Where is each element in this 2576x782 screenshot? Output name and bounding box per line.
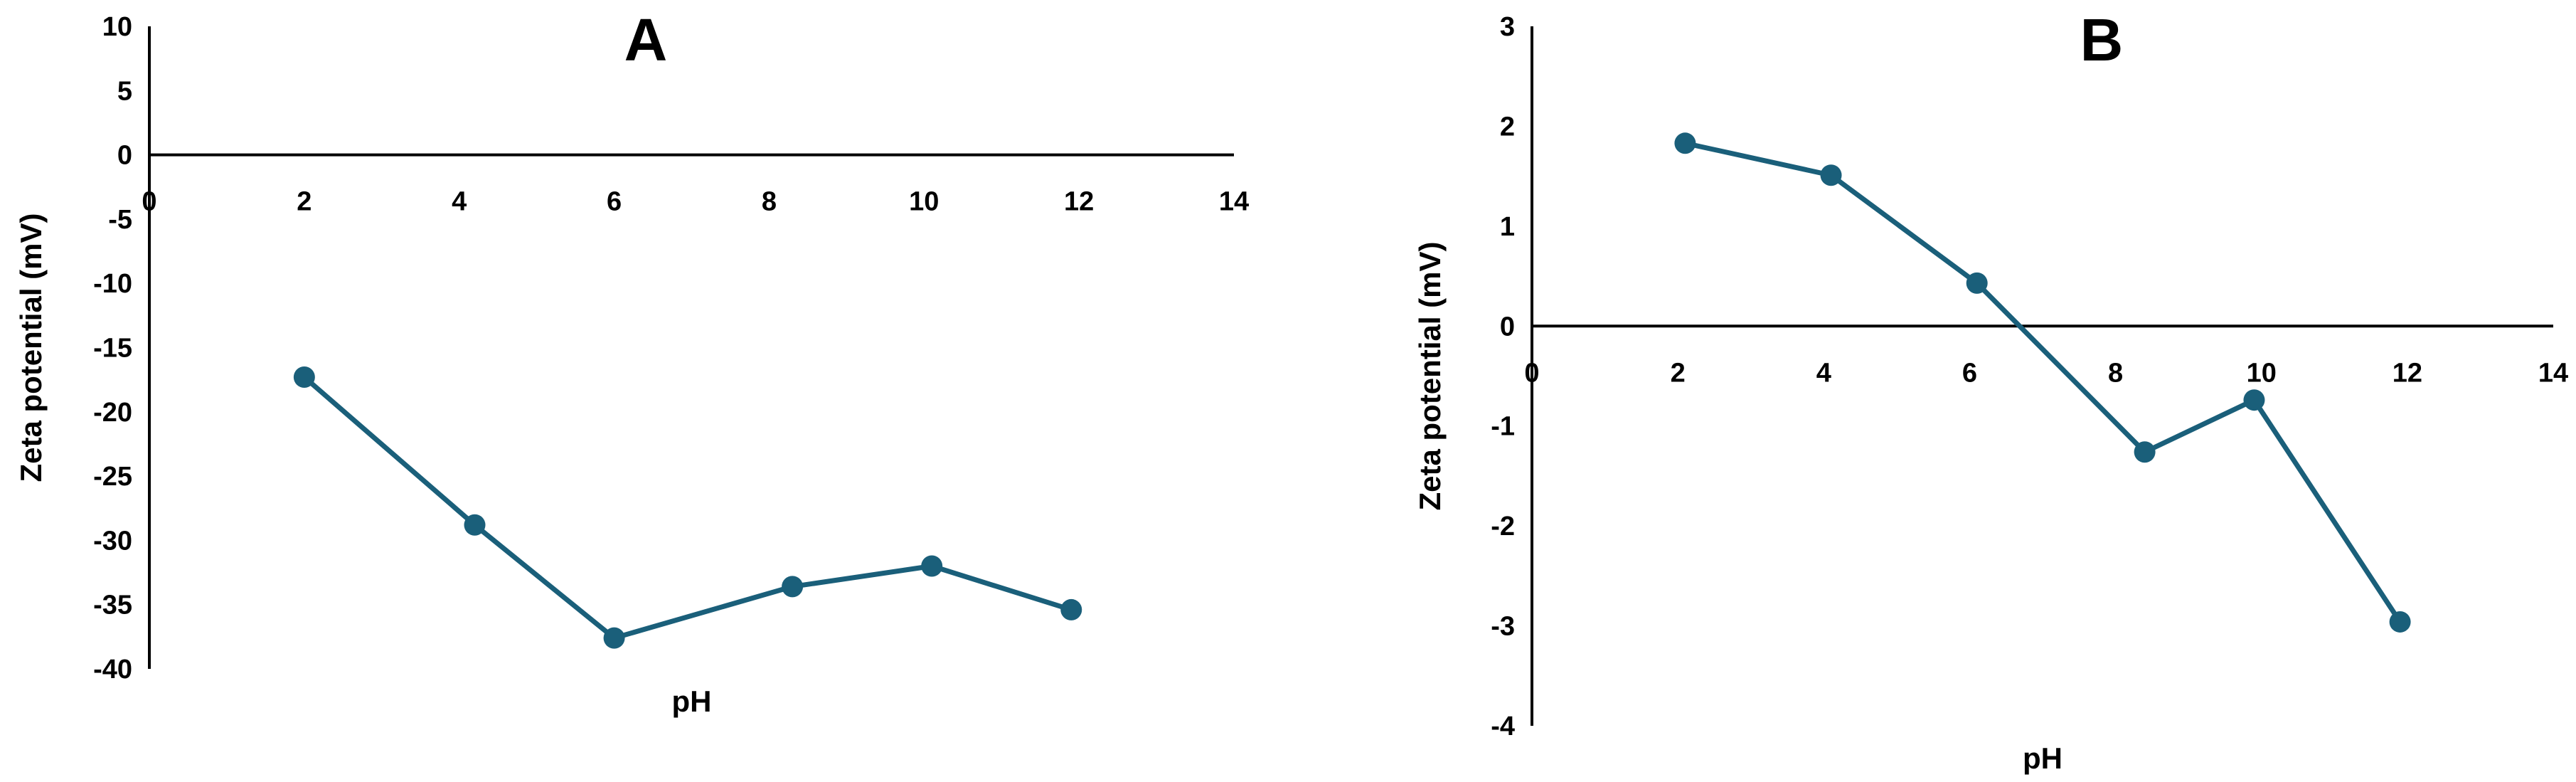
x-tick-label: 12 xyxy=(2393,358,2422,388)
y-tick-label: -4 xyxy=(1491,712,1515,741)
y-tick-label: -15 xyxy=(93,334,132,364)
x-tick-label: 6 xyxy=(1962,358,1977,388)
y-tick-label: -25 xyxy=(93,462,132,492)
y-tick-label: 3 xyxy=(1500,12,1515,42)
series-line xyxy=(1684,140,2402,623)
x-tick-label: 4 xyxy=(452,187,467,217)
chart-a-axes xyxy=(148,26,1234,669)
chart-a-title: A xyxy=(624,6,668,73)
y-tick-label: -30 xyxy=(93,526,132,556)
x-tick-label: 0 xyxy=(1524,358,1539,388)
data-point xyxy=(2134,441,2156,463)
x-tick-label: 2 xyxy=(1671,358,1686,388)
data-point xyxy=(293,366,315,389)
y-tick-label: -3 xyxy=(1491,612,1515,642)
x-tick-label: 14 xyxy=(2538,358,2568,388)
data-point xyxy=(1060,598,1082,620)
y-tick-label: 0 xyxy=(117,141,132,171)
y-tick-label: 0 xyxy=(1500,312,1515,342)
data-point xyxy=(921,555,943,577)
chart-a-series xyxy=(293,366,1082,649)
chart-a-y-axis-label: Zeta potential (mV) xyxy=(14,213,48,482)
data-point xyxy=(2243,389,2265,411)
chart-b-title: B xyxy=(2080,6,2124,73)
data-point xyxy=(464,514,486,536)
x-tick-label: 0 xyxy=(142,187,156,217)
x-tick-label: 6 xyxy=(607,187,622,217)
y-tick-label: 1 xyxy=(1500,212,1515,242)
y-tick-label: -40 xyxy=(93,655,132,685)
chart-a-x-axis-label: pH xyxy=(672,685,712,718)
chart-a-tick-labels: 10 5 0 -5 -10 -15 -20 -25 -30 -35 -40 0 2 4 6 8 10 12 14 xyxy=(93,12,1249,685)
x-tick-label: 12 xyxy=(1064,187,1094,217)
data-point xyxy=(782,576,804,598)
chart-b-y-axis-label: Zeta potential (mV) xyxy=(1413,241,1447,510)
y-tick-label: -10 xyxy=(93,269,132,299)
chart-b-axes xyxy=(1531,26,2553,726)
y-tick-label: 10 xyxy=(102,12,132,42)
data-point xyxy=(2389,611,2411,633)
chart-a: A Zeta potential (mV) pH 10 5 0 -5 -10 -15 -20… xyxy=(14,6,1249,718)
chart-b-x-axis-label: pH xyxy=(2023,741,2063,775)
y-tick-label: -2 xyxy=(1491,512,1515,541)
y-tick-label: 5 xyxy=(117,76,132,106)
x-tick-label: 10 xyxy=(2247,358,2277,388)
x-tick-label: 8 xyxy=(2108,358,2123,388)
y-tick-label: -5 xyxy=(108,205,132,235)
data-point xyxy=(603,627,625,649)
x-tick-label: 4 xyxy=(1816,358,1831,388)
chart-b-series xyxy=(1674,132,2411,633)
x-tick-label: 10 xyxy=(909,187,939,217)
y-tick-label: -35 xyxy=(93,591,132,620)
data-point xyxy=(1820,164,1842,186)
x-tick-label: 2 xyxy=(297,187,312,217)
data-point xyxy=(1966,272,1988,294)
series-line xyxy=(302,375,1073,641)
x-tick-label: 8 xyxy=(762,187,777,217)
y-tick-label: 2 xyxy=(1500,112,1515,142)
data-point xyxy=(1674,132,1696,154)
y-tick-label: -1 xyxy=(1491,412,1515,442)
x-tick-label: 14 xyxy=(1219,187,1249,217)
y-tick-label: -20 xyxy=(93,398,132,428)
